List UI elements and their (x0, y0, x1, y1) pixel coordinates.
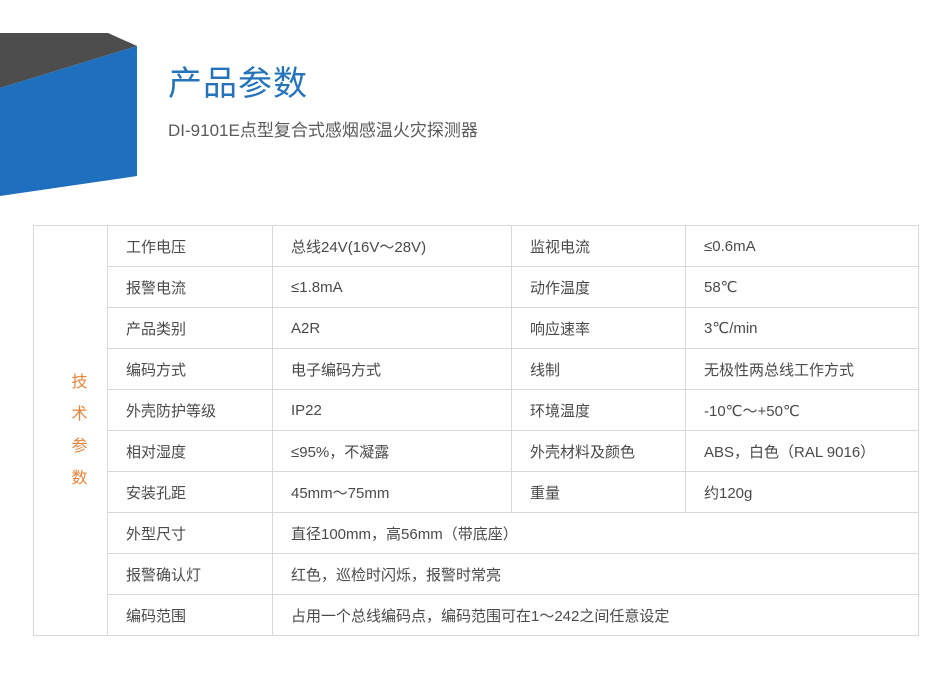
spec-label: 报警确认灯 (107, 553, 273, 595)
category-label-stack: 技 术 参 数 (52, 374, 107, 488)
spec-label: 编码方式 (107, 348, 273, 390)
spec-value: A2R (272, 307, 512, 349)
spec-label: 重量 (511, 471, 686, 513)
technical-parameters-table: 技 术 参 数 工作电压 总线24V(16V～28V) 监视电流 ≤0.6mA … (33, 225, 919, 636)
page-title: 产品参数 (168, 65, 308, 103)
spec-label: 产品类别 (107, 307, 273, 349)
page-header: 产品参数 DI-9101E点型复合式感烟感温火灾探测器 (168, 62, 868, 144)
ribbon-blue-shape (0, 46, 137, 196)
spec-value: ≤95%，不凝露 (272, 430, 512, 472)
table-row: 外壳防护等级 IP22 环境温度 -10℃～+50℃ (34, 389, 919, 431)
spec-value: 45mm～75mm (272, 471, 512, 513)
table-row: 报警确认灯 红色，巡检时闪烁，报警时常亮 (34, 553, 919, 595)
spec-label: 监视电流 (511, 225, 686, 267)
spec-value: 无极性两总线工作方式 (685, 348, 919, 390)
spec-value: ≤1.8mA (272, 266, 512, 308)
spec-label: 动作温度 (511, 266, 686, 308)
spec-label: 编码范围 (107, 594, 273, 636)
spec-value: 总线24V(16V～28V) (272, 225, 512, 267)
spec-value: 约120g (685, 471, 919, 513)
spec-label: 环境温度 (511, 389, 686, 431)
spec-value: IP22 (272, 389, 512, 431)
ribbon-gray-top-shape (0, 33, 137, 88)
spec-label: 报警电流 (107, 266, 273, 308)
spec-label: 外壳防护等级 (107, 389, 273, 431)
table-row: 相对湿度 ≤95%，不凝露 外壳材料及颜色 ABS，白色（RAL 9016） (34, 430, 919, 472)
table-row: 编码范围 占用一个总线编码点，编码范围可在1～242之间任意设定 (34, 594, 919, 636)
spec-value: 3℃/min (685, 307, 919, 349)
category-char-1: 技 (71, 373, 88, 391)
banner-ribbon-decoration (0, 0, 150, 210)
table-row: 安装孔距 45mm～75mm 重量 约120g (34, 471, 919, 513)
category-cell-technical-parameters: 技 术 参 数 (33, 225, 108, 636)
spec-label: 外壳材料及颜色 (511, 430, 686, 472)
spec-value: 58℃ (685, 266, 919, 308)
spec-label: 工作电压 (107, 225, 273, 267)
spec-value: 红色，巡检时闪烁，报警时常亮 (272, 553, 919, 595)
table-row: 技 术 参 数 工作电压 总线24V(16V～28V) 监视电流 ≤0.6mA (33, 225, 919, 636)
ribbon-gray-bottom-shape (0, 140, 137, 176)
page-subtitle: DI-9101E点型复合式感烟感温火灾探测器 (168, 121, 478, 140)
spec-value: ABS，白色（RAL 9016） (685, 430, 919, 472)
spec-value: ≤0.6mA (685, 225, 919, 267)
spec-table-container: 技 术 参 数 工作电压 总线24V(16V～28V) 监视电流 ≤0.6mA … (33, 225, 919, 636)
spec-label: 线制 (511, 348, 686, 390)
spec-label: 响应速率 (511, 307, 686, 349)
table-row: 报警电流 ≤1.8mA 动作温度 58℃ (34, 266, 919, 308)
table-row: 编码方式 电子编码方式 线制 无极性两总线工作方式 (34, 348, 919, 390)
table-row: 产品类别 A2R 响应速率 3℃/min (34, 307, 919, 349)
category-char-4: 数 (71, 469, 88, 487)
spec-label: 相对湿度 (107, 430, 273, 472)
spec-table-body: 技 术 参 数 工作电压 总线24V(16V～28V) 监视电流 ≤0.6mA … (33, 225, 919, 636)
category-char-2: 术 (71, 405, 88, 423)
category-char-3: 参 (71, 437, 88, 455)
spec-value: -10℃～+50℃ (685, 389, 919, 431)
spec-value: 电子编码方式 (272, 348, 512, 390)
spec-value: 直径100mm，高56mm（带底座） (272, 512, 919, 554)
table-row: 外型尺寸 直径100mm，高56mm（带底座） (34, 512, 919, 554)
spec-label: 外型尺寸 (107, 512, 273, 554)
spec-value: 占用一个总线编码点，编码范围可在1～242之间任意设定 (272, 594, 919, 636)
spec-label: 安装孔距 (107, 471, 273, 513)
